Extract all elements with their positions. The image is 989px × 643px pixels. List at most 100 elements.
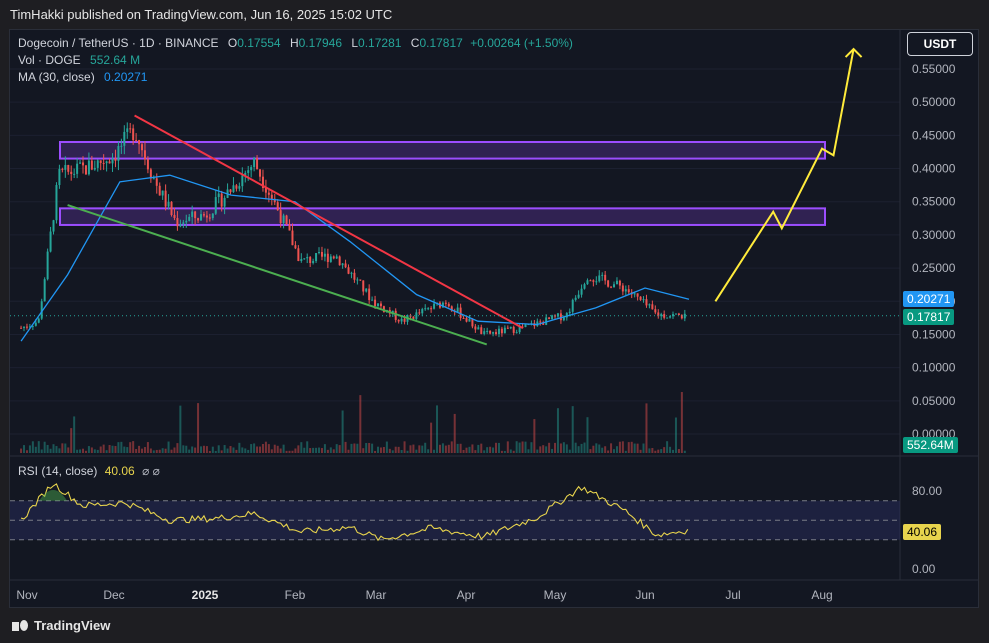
candle-body bbox=[403, 318, 406, 322]
currency-button[interactable]: USDT bbox=[907, 32, 973, 56]
candle-body bbox=[291, 230, 294, 246]
candle-body bbox=[61, 168, 64, 170]
candle-body bbox=[618, 280, 621, 286]
candle-body bbox=[344, 263, 347, 268]
candle-body bbox=[64, 165, 67, 170]
candle-body bbox=[589, 280, 592, 282]
candle-body bbox=[654, 309, 657, 313]
candle-body bbox=[562, 317, 565, 321]
volume-bar bbox=[601, 447, 604, 453]
volume-bar bbox=[441, 443, 444, 453]
volume-bar bbox=[359, 395, 362, 453]
candle-body bbox=[683, 313, 686, 319]
low-label: L bbox=[351, 36, 359, 50]
volume-bar bbox=[170, 449, 173, 453]
volume-bar bbox=[52, 444, 55, 453]
candle-body bbox=[267, 192, 270, 195]
candle-body bbox=[90, 160, 93, 170]
volume-value: 552.64 M bbox=[90, 53, 141, 67]
candle-body bbox=[506, 327, 509, 329]
x-tick-label: Nov bbox=[16, 588, 37, 602]
volume-bar bbox=[55, 446, 58, 453]
y-tick-label: 0.40000 bbox=[912, 162, 956, 176]
candle-body bbox=[657, 312, 660, 317]
candle-body bbox=[556, 313, 559, 317]
candle-body bbox=[551, 315, 554, 320]
volume-bar bbox=[320, 448, 323, 453]
volume-bar bbox=[636, 443, 639, 453]
candle-body bbox=[114, 158, 117, 161]
candle-body bbox=[666, 317, 669, 319]
volume-bar bbox=[20, 448, 23, 453]
candle-body bbox=[430, 308, 433, 310]
ma-legend[interactable]: MA (30, close) 0.20271 bbox=[18, 70, 147, 84]
volume-bar bbox=[574, 442, 577, 453]
candle-body bbox=[31, 325, 34, 327]
volume-bar bbox=[285, 450, 288, 453]
candle-body bbox=[28, 326, 31, 328]
symbol-title[interactable]: Dogecoin / TetherUS · 1D · BINANCE bbox=[18, 36, 219, 50]
volume-bar bbox=[347, 449, 350, 453]
candle-body bbox=[138, 140, 141, 145]
volume-bar bbox=[37, 441, 40, 453]
candle-body bbox=[377, 303, 380, 306]
volume-bar bbox=[202, 445, 205, 453]
tradingview-logo-icon bbox=[12, 620, 28, 631]
candle-body bbox=[559, 313, 562, 321]
chart-frame[interactable] bbox=[9, 29, 979, 608]
ma-label: MA (30, close) bbox=[18, 70, 95, 84]
candle-body bbox=[323, 253, 326, 257]
volume-bar bbox=[545, 446, 548, 453]
volume-bar bbox=[571, 406, 574, 453]
rsi-legend[interactable]: RSI (14, close) 40.06 ⌀ ⌀ bbox=[18, 464, 160, 478]
volume-bar bbox=[527, 449, 530, 453]
volume-bar bbox=[607, 450, 610, 453]
volume-bar bbox=[580, 443, 583, 453]
volume-bar bbox=[247, 449, 250, 453]
candle-body bbox=[285, 215, 288, 225]
candle-body bbox=[347, 267, 350, 274]
volume-bar bbox=[188, 449, 191, 453]
candle-body bbox=[306, 257, 309, 259]
candle-body bbox=[164, 190, 167, 207]
candle-body bbox=[149, 169, 152, 179]
candle-body bbox=[489, 330, 492, 334]
volume-bar bbox=[666, 441, 669, 453]
volume-bar bbox=[61, 443, 64, 453]
volume-bar bbox=[341, 410, 344, 453]
candle-body bbox=[421, 309, 424, 314]
x-tick-label: Feb bbox=[285, 588, 306, 602]
volume-bar bbox=[200, 446, 203, 453]
volume-bar bbox=[613, 449, 616, 453]
volume-bar bbox=[645, 403, 648, 453]
candle-body bbox=[34, 322, 37, 326]
volume-bar bbox=[226, 448, 229, 453]
candle-body bbox=[37, 318, 40, 323]
volume-bar bbox=[400, 450, 403, 453]
volume-bar bbox=[117, 442, 120, 453]
volume-legend[interactable]: Vol · DOGE 552.64 M bbox=[18, 53, 140, 67]
volume-bar bbox=[444, 445, 447, 453]
volume-bar bbox=[250, 444, 253, 453]
projection-arrowhead bbox=[844, 47, 863, 58]
volume-bar bbox=[23, 445, 26, 453]
volume-bar bbox=[512, 450, 515, 453]
volume-bar bbox=[34, 446, 37, 453]
volume-bar bbox=[539, 446, 542, 453]
candle-body bbox=[173, 214, 176, 219]
rsi-visibility-icon[interactable]: ⌀ ⌀ bbox=[142, 464, 160, 478]
volume-bar bbox=[179, 405, 182, 453]
candle-body bbox=[554, 315, 557, 317]
volume-bar bbox=[627, 442, 630, 453]
y-tick-label: 0.50000 bbox=[912, 95, 956, 109]
candle-body bbox=[191, 211, 194, 217]
volume-bar bbox=[674, 417, 677, 453]
volume-bar bbox=[67, 447, 70, 453]
volume-bar bbox=[25, 450, 28, 453]
candle-body bbox=[332, 256, 335, 259]
volume-bar bbox=[462, 449, 465, 453]
volume-bar bbox=[350, 443, 353, 453]
volume-bar bbox=[40, 449, 43, 453]
candle-body bbox=[158, 185, 161, 196]
